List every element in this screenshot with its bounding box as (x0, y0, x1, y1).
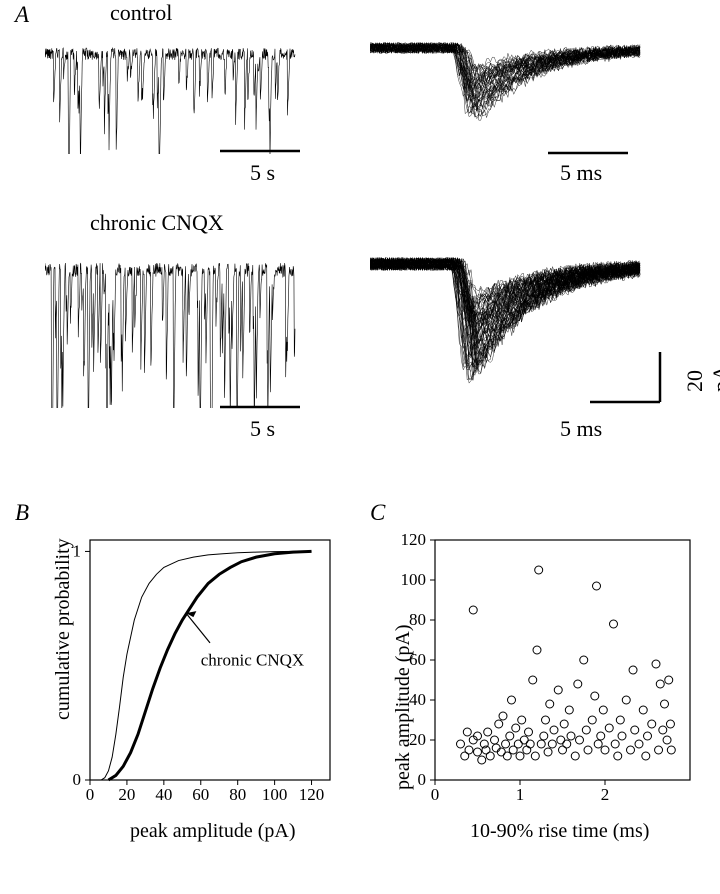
panel-b-chart: 02040608010012001chronic CNQX (50, 530, 340, 820)
svg-text:120: 120 (299, 785, 325, 804)
svg-text:120: 120 (401, 530, 427, 549)
svg-text:40: 40 (155, 785, 172, 804)
scale-20pa-label: 20 pA (682, 354, 720, 392)
panel-a-control-title: control (110, 0, 172, 26)
scalebar-5s-cnqx (220, 404, 310, 410)
panel-a-label: A (15, 2, 29, 28)
figure: A control 5 s 5 ms chronic CNQX 5 s 5 ms… (0, 0, 720, 894)
svg-text:0: 0 (86, 785, 95, 804)
panel-c-xlabel: 10-90% rise time (ms) (470, 820, 649, 843)
scale-5s-cnqx-label: 5 s (250, 416, 275, 442)
svg-text:20: 20 (118, 785, 135, 804)
panel-c-chart: 012020406080100120 (380, 530, 700, 820)
control-aligned-traces (370, 18, 650, 158)
scalebar-5ms-control (548, 150, 638, 156)
svg-text:chronic CNQX: chronic CNQX (201, 651, 304, 670)
scale-5s-control-label: 5 s (250, 160, 275, 186)
panel-b-label: B (15, 500, 29, 526)
svg-text:100: 100 (401, 570, 427, 589)
panel-b-ylabel: cumulative probability (52, 538, 75, 720)
svg-text:100: 100 (262, 785, 288, 804)
scalebar-5s-control (220, 148, 310, 154)
svg-text:0: 0 (431, 785, 440, 804)
panel-c-label: C (370, 500, 385, 526)
svg-text:60: 60 (192, 785, 209, 804)
svg-text:0: 0 (73, 770, 82, 789)
svg-text:80: 80 (229, 785, 246, 804)
svg-text:2: 2 (601, 785, 610, 804)
scale-5ms-cnqx-label: 5 ms (560, 416, 602, 442)
panel-b-xlabel: peak amplitude (pA) (130, 820, 296, 843)
scale-5ms-control-label: 5 ms (560, 160, 602, 186)
panel-c-ylabel: peak amplitude (pA) (392, 625, 415, 791)
svg-text:1: 1 (516, 785, 525, 804)
scalebar-lshape (590, 352, 680, 412)
svg-text:0: 0 (418, 770, 427, 789)
cnqx-long-trace (45, 238, 315, 408)
control-long-trace (45, 24, 315, 154)
panel-a-cnqx-title: chronic CNQX (90, 210, 224, 236)
